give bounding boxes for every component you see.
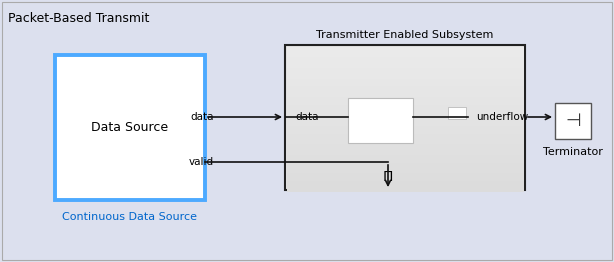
- Bar: [287, 177, 524, 181]
- Bar: [287, 112, 524, 115]
- Bar: [287, 50, 524, 54]
- Bar: [287, 79, 524, 83]
- Bar: [348, 98, 413, 143]
- Bar: [287, 134, 524, 137]
- Text: data: data: [295, 112, 319, 122]
- Bar: [287, 162, 524, 166]
- Text: Data Source: Data Source: [91, 121, 169, 134]
- Bar: [287, 166, 524, 170]
- Text: Packet-Based Transmit: Packet-Based Transmit: [8, 12, 149, 25]
- Bar: [287, 115, 524, 119]
- Bar: [287, 159, 524, 162]
- Bar: [287, 108, 524, 112]
- Bar: [287, 61, 524, 65]
- Bar: [287, 148, 524, 152]
- Bar: [287, 57, 524, 61]
- Bar: [287, 184, 524, 188]
- Bar: [287, 46, 524, 50]
- Bar: [287, 126, 524, 130]
- Bar: [287, 101, 524, 105]
- Bar: [287, 65, 524, 68]
- Bar: [287, 130, 524, 134]
- Text: data: data: [190, 112, 214, 122]
- Text: valid: valid: [189, 157, 214, 167]
- Bar: [287, 72, 524, 75]
- Bar: [287, 94, 524, 97]
- Bar: [287, 181, 524, 184]
- Bar: [287, 119, 524, 123]
- Bar: [287, 144, 524, 148]
- Bar: [287, 141, 524, 144]
- Text: Π: Π: [383, 170, 393, 184]
- Bar: [285, 45, 525, 190]
- Text: Terminator: Terminator: [543, 147, 603, 157]
- Bar: [287, 123, 524, 126]
- Bar: [287, 137, 524, 141]
- Bar: [287, 155, 524, 159]
- Bar: [287, 83, 524, 86]
- Bar: [287, 90, 524, 94]
- Bar: [555, 103, 591, 139]
- Bar: [55, 55, 205, 200]
- Text: ⊣: ⊣: [565, 112, 581, 130]
- Bar: [287, 97, 524, 101]
- Bar: [287, 188, 524, 192]
- Bar: [287, 75, 524, 79]
- Bar: [287, 105, 524, 108]
- Text: underflow: underflow: [476, 112, 528, 122]
- Bar: [287, 152, 524, 155]
- Text: Continuous Data Source: Continuous Data Source: [63, 212, 198, 222]
- Bar: [287, 68, 524, 72]
- Bar: [287, 86, 524, 90]
- Bar: [287, 173, 524, 177]
- Bar: [287, 54, 524, 57]
- Text: Transmitter Enabled Subsystem: Transmitter Enabled Subsystem: [316, 30, 494, 40]
- Bar: [448, 107, 466, 119]
- Bar: [287, 170, 524, 173]
